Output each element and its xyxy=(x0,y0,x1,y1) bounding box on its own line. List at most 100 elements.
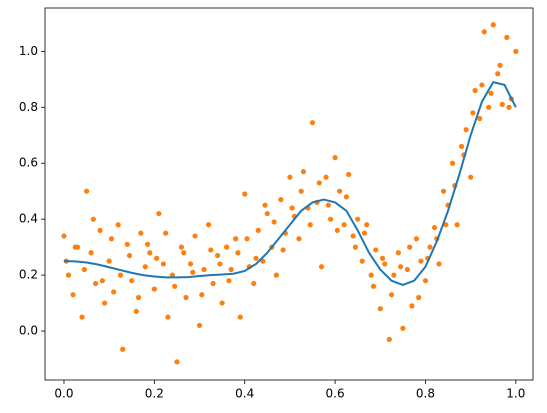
scatter-point xyxy=(327,216,334,222)
scatter-point xyxy=(201,266,207,273)
scatter-point xyxy=(377,306,383,312)
scatter-point xyxy=(341,222,347,228)
scatter-point xyxy=(497,62,503,68)
scatter-point xyxy=(210,280,216,287)
scatter-point xyxy=(147,250,153,256)
scatter-point xyxy=(479,82,485,88)
scatter-point xyxy=(124,241,130,247)
scatter-point xyxy=(83,188,90,194)
plot-frame xyxy=(44,7,534,381)
scatter-point xyxy=(355,216,361,222)
scatter-point xyxy=(379,255,386,261)
scatter-point xyxy=(280,247,286,253)
scatter-point xyxy=(361,230,368,236)
scatter-point xyxy=(416,294,422,301)
scatter-point xyxy=(316,180,322,186)
scatter-point xyxy=(343,194,349,200)
scatter-point xyxy=(477,115,483,122)
scatter-point xyxy=(506,104,512,110)
scatter-point xyxy=(264,210,270,217)
scatter-point xyxy=(309,120,316,126)
scatter-point xyxy=(65,272,72,278)
scatter-point xyxy=(273,272,279,278)
scatter-point xyxy=(181,250,187,256)
scatter-point xyxy=(364,222,370,228)
scatter-point xyxy=(235,250,241,256)
scatter-point xyxy=(454,222,460,228)
scatter-point xyxy=(219,300,225,306)
scatter-point xyxy=(160,261,166,267)
scatter-point xyxy=(488,90,494,96)
x-tick-label: 0.2 xyxy=(145,387,164,401)
scatter-point xyxy=(208,247,214,253)
scatter-point xyxy=(459,143,465,150)
scatter-point xyxy=(350,233,356,239)
scatter-point xyxy=(440,188,447,194)
scatter-point xyxy=(499,101,505,108)
scatter-point xyxy=(431,224,438,231)
scatter-point xyxy=(388,292,395,298)
scatter-point xyxy=(468,174,474,180)
scatter-point xyxy=(163,230,169,236)
x-tick-label: 0.8 xyxy=(416,387,435,401)
scatter-point xyxy=(298,188,304,194)
scatter-point xyxy=(215,252,221,259)
scatter-point xyxy=(472,87,478,94)
x-tick-label: 0.6 xyxy=(326,387,345,401)
x-tick-label: 0.4 xyxy=(235,387,254,401)
scatter-point xyxy=(93,280,99,287)
scatter-point xyxy=(117,272,124,278)
scatter-point xyxy=(205,222,212,228)
y-tick-label: 0.8 xyxy=(19,100,38,114)
scatter-point xyxy=(224,244,230,250)
x-tick-label: 0.0 xyxy=(54,387,73,401)
scatter-point xyxy=(386,336,392,343)
scatter-point xyxy=(138,230,144,236)
scatter-point xyxy=(192,233,198,239)
y-tick-label: 1.0 xyxy=(19,44,38,58)
scatter-point xyxy=(70,292,76,298)
scatter-point xyxy=(228,266,234,273)
scatter-point xyxy=(307,222,313,228)
scatter-point xyxy=(382,261,388,267)
scatter-point xyxy=(495,71,501,77)
scatter-point xyxy=(190,269,196,275)
scatter-point xyxy=(296,236,302,242)
scatter-point xyxy=(99,278,105,284)
scatter-point xyxy=(418,258,424,264)
scatter-point xyxy=(504,34,510,40)
scatter-point xyxy=(436,261,442,267)
scatter-point xyxy=(154,255,160,261)
scatter-point xyxy=(196,322,203,329)
scatter-point xyxy=(129,278,135,284)
scatter-point xyxy=(359,258,365,264)
scatter-point xyxy=(346,171,352,178)
scatter-point xyxy=(81,266,87,273)
scatter-point xyxy=(404,266,410,273)
scatter-point xyxy=(142,264,148,270)
scatter-point xyxy=(271,219,277,225)
scatter-point xyxy=(407,244,413,250)
scatter-point xyxy=(368,272,374,278)
scatter-point xyxy=(332,155,338,161)
y-tick-label: 0.4 xyxy=(19,212,38,226)
scatter-point xyxy=(278,196,284,203)
scatter-point xyxy=(422,278,429,284)
scatter-point xyxy=(443,222,449,228)
scatter-point xyxy=(187,261,194,267)
scatter-point xyxy=(463,127,469,133)
scatter-point xyxy=(79,314,85,320)
scatter-point xyxy=(490,22,496,28)
scatter-point xyxy=(449,160,456,166)
line xyxy=(63,80,517,286)
x-tick-label: 1.0 xyxy=(506,387,525,401)
scatter-point xyxy=(398,264,404,270)
scatter-point xyxy=(262,202,268,208)
scatter-point xyxy=(135,294,142,301)
scatter-point xyxy=(183,294,189,301)
scatter-point xyxy=(255,227,261,233)
scatter-point xyxy=(318,264,325,270)
scatter-point xyxy=(391,272,397,278)
y-tick-label: 0.2 xyxy=(19,268,38,282)
